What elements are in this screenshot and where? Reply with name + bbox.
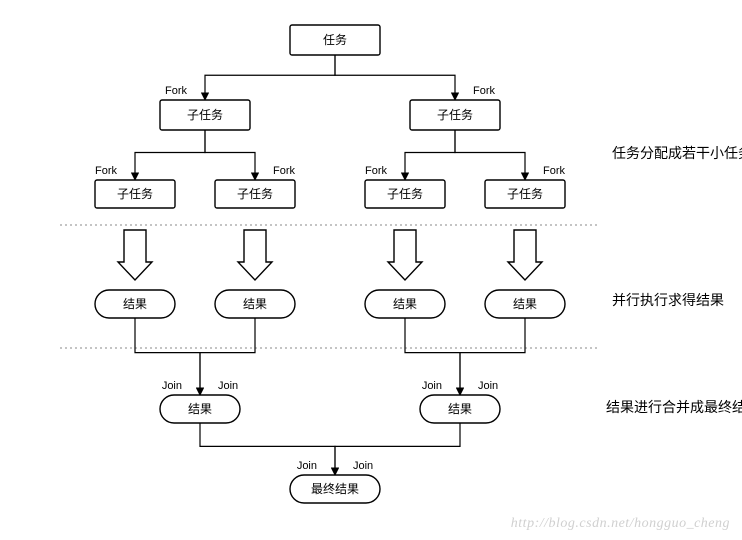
edge-label: Fork bbox=[165, 85, 188, 97]
edge-label: Join bbox=[218, 380, 238, 392]
node-label: 子任务 bbox=[237, 186, 273, 201]
node-label: 结果 bbox=[123, 297, 147, 311]
edge bbox=[455, 130, 525, 180]
edge-label: Fork bbox=[543, 165, 566, 177]
forkjoin-diagram: Fork Fork Fork Fork Fork Fork Join Join Join Join… bbox=[0, 0, 742, 540]
section-annotation: 并行执行求得结果 bbox=[612, 292, 724, 308]
block-arrow-icon bbox=[118, 230, 152, 280]
block-arrow-icon bbox=[388, 230, 422, 280]
node-label: 子任务 bbox=[117, 186, 153, 201]
node-label: 最终结果 bbox=[311, 481, 359, 496]
node-label: 子任务 bbox=[387, 186, 423, 201]
edge bbox=[405, 130, 455, 180]
edge-label: Fork bbox=[473, 85, 496, 97]
watermark: http://blog.csdn.net/hongguo_cheng bbox=[511, 516, 730, 532]
node-label: 结果 bbox=[243, 297, 267, 311]
edge bbox=[135, 130, 205, 180]
edge-label: Join bbox=[422, 380, 442, 392]
node-label: 任务 bbox=[323, 32, 347, 47]
edge-label: Fork bbox=[365, 165, 388, 177]
edge-label: Fork bbox=[95, 165, 118, 177]
edge-label: Fork bbox=[273, 165, 296, 177]
node-label: 结果 bbox=[393, 297, 417, 311]
edge-label: Join bbox=[162, 380, 182, 392]
edge-label: Join bbox=[478, 380, 498, 392]
edge bbox=[205, 130, 255, 180]
section-annotation: 结果进行合并成最终结果 bbox=[606, 399, 742, 415]
node-label: 子任务 bbox=[507, 186, 543, 201]
node-label: 子任务 bbox=[437, 107, 473, 122]
edge-label: Join bbox=[353, 460, 373, 472]
node-label: 结果 bbox=[513, 297, 537, 311]
edge bbox=[335, 55, 455, 100]
node-label: 结果 bbox=[188, 402, 212, 416]
section-annotation: 任务分配成若干小任务 bbox=[612, 145, 742, 161]
block-arrow-icon bbox=[238, 230, 272, 280]
node-label: 子任务 bbox=[187, 107, 223, 122]
block-arrow-icon bbox=[508, 230, 542, 280]
edge bbox=[205, 55, 335, 100]
node-label: 结果 bbox=[448, 402, 472, 416]
edge-label: Join bbox=[297, 460, 317, 472]
